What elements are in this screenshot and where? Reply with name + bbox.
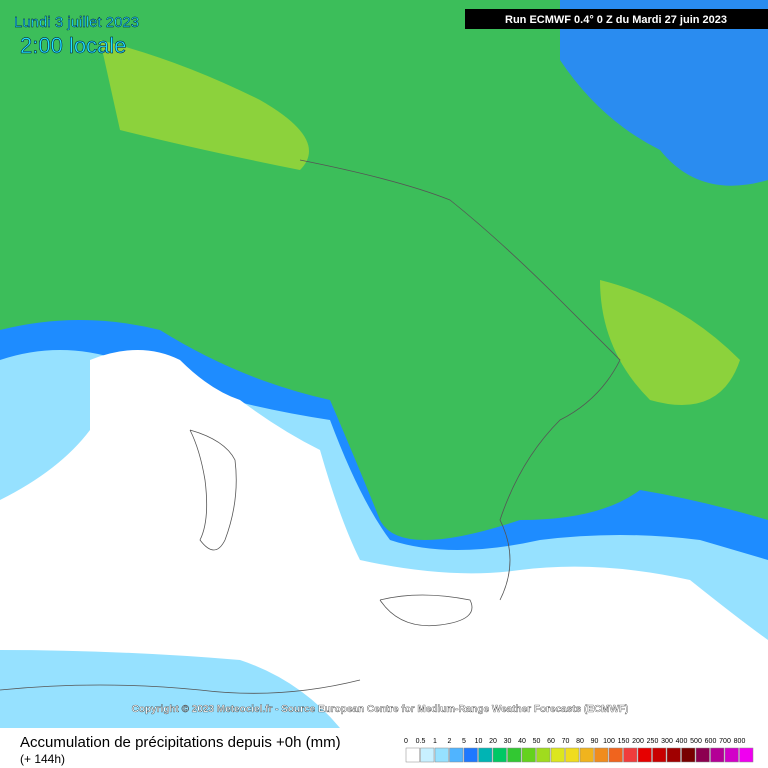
scale-box [536,747,551,763]
scale-label: 150 [618,738,630,745]
scale-label: 80 [576,738,584,745]
scale-label: 60 [547,738,555,745]
rain-zone [600,280,740,405]
rain-zone [0,656,300,728]
scale-box [579,747,594,763]
scale-box [565,747,580,763]
scale-label: 600 [705,738,717,745]
local-time: 2:00 locale [20,33,126,58]
color-scale: 0 0.5 1 2 5 10 20 30 40 50 60 70 80 90 100 150 200 250 300… [404,738,754,763]
scale-box [695,747,710,763]
scale-box [478,747,493,763]
run-box [465,9,768,29]
legend-title: Accumulation de précipitations depuis +0… [20,734,341,751]
scale-box [463,747,478,763]
scale-box [710,747,725,763]
scale-box [739,747,754,763]
scale-label: 2 [448,738,452,745]
scale-label: 100 [603,738,615,745]
scale-box [652,747,667,763]
scale-label: 400 [676,738,688,745]
scale-box [550,747,565,763]
scale-label: 50 [533,738,541,745]
scale-box [608,747,623,763]
legend-subtitle: (+ 144h) [20,752,65,766]
scale-box [623,747,638,763]
scale-label: 700 [719,738,731,745]
scale-label: 70 [562,738,570,745]
scale-box [420,747,435,763]
scale-label: 1 [433,738,437,745]
scale-box [681,747,696,763]
scale-label: 5 [462,738,466,745]
scale-box [507,747,522,763]
scale-label: 500 [690,738,702,745]
rain-zone [100,40,309,170]
scale-box [492,747,507,763]
rain-zone [560,0,768,186]
scale-box [434,747,449,763]
scale-box [449,747,464,763]
scale-box [724,747,739,763]
scale-box [666,747,681,763]
scale-box [594,747,609,763]
scale-label: 20 [489,738,497,745]
scale-label: 300 [661,738,673,745]
scale-label: 200 [632,738,644,745]
scale-box [521,747,536,763]
coastlines [0,159,621,694]
scale-label: 0.5 [416,738,426,745]
run-info: Run ECMWF 0.4° 0 Z du Mardi 27 juin 2023 [505,14,727,26]
scale-label: 10 [475,738,483,745]
scale-box [405,747,420,763]
scale-label: 800 [734,738,746,745]
scale-label: 30 [504,738,512,745]
scale-label: 90 [591,738,599,745]
dry-zone [0,350,768,728]
date: Lundi 3 juillet 2023 [14,14,139,31]
scale-label: 250 [647,738,659,745]
scale-label: 0 [404,738,408,745]
scale-box [637,747,652,763]
copyright: Copyright © 2023 Meteociel.fr - Source E… [132,704,629,715]
scale-label: 40 [518,738,526,745]
